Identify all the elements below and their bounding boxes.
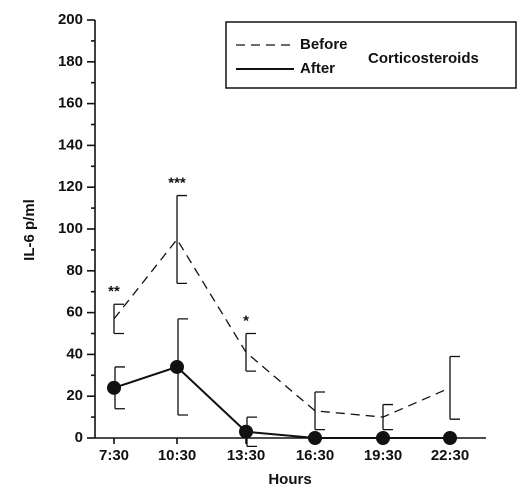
error-bar — [449, 355, 460, 420]
y-tick-label: 100 — [58, 220, 83, 237]
y-tick-label: 40 — [66, 345, 83, 362]
y-tick-label: 180 — [58, 53, 83, 70]
error-bar — [113, 303, 124, 335]
y-tick-label: 160 — [58, 95, 83, 112]
legend-title: Corticosteroids — [368, 50, 479, 67]
significance-annotation: * — [243, 312, 249, 329]
x-tick-label: 10:30 — [158, 447, 196, 464]
x-tick-label: 7:30 — [99, 447, 129, 464]
y-tick-label: 60 — [66, 304, 83, 321]
error-bar — [176, 194, 187, 284]
series-line — [113, 365, 450, 439]
y-tick-label: 20 — [66, 387, 83, 404]
data-point — [376, 431, 390, 445]
data-point — [443, 431, 457, 445]
legend-label: After — [300, 60, 335, 77]
significance-annotation: *** — [168, 175, 186, 192]
legend-box — [225, 21, 517, 89]
x-tick-label: 16:30 — [296, 447, 334, 464]
significance-annotation: ** — [108, 283, 120, 300]
data-point — [239, 424, 253, 439]
x-tick-label: 19:30 — [364, 447, 402, 464]
data-point — [107, 380, 121, 395]
error-bar — [245, 332, 256, 372]
series-line — [113, 238, 451, 418]
y-tick-label: 80 — [66, 262, 83, 279]
error-bar — [314, 391, 325, 431]
x-axis-label: Hours — [268, 471, 311, 488]
data-point — [308, 431, 322, 445]
data-point — [170, 359, 184, 374]
legend-label: Before — [300, 36, 348, 53]
x-tick-label: 22:30 — [431, 447, 469, 464]
x-tick-label: 13:30 — [227, 447, 265, 464]
y-tick-label: 120 — [58, 178, 83, 195]
y-tick-label: 0 — [75, 429, 83, 446]
y-tick-label: 140 — [58, 136, 83, 153]
y-axis-label: IL-6 p/ml — [21, 199, 38, 261]
y-tick-label: 200 — [58, 11, 83, 28]
